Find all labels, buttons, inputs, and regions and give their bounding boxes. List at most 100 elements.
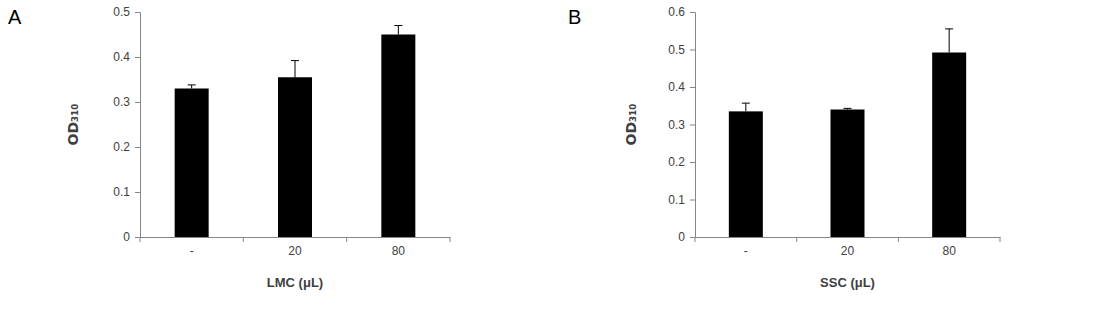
y-tick-mark (690, 162, 695, 163)
x-tick: 20 (841, 237, 855, 258)
bar (932, 53, 966, 238)
error-bar (291, 61, 299, 78)
y-tick: 0.5 (668, 43, 695, 57)
x-axis: - 20 80 (696, 237, 1001, 258)
y-tick-mark (690, 237, 695, 238)
y-tick-label: 0.1 (668, 193, 685, 207)
y-tick-mark (690, 50, 695, 51)
error-stem (949, 29, 950, 53)
chart-panel: B 0 0.1 0.2 0.3 0.4 0.5 0.6 - 20 80 SSC (μL) OD₃₁₀ (568, 5, 1001, 290)
y-axis-line (690, 13, 696, 238)
x-axis-title: LMC (μL) (267, 275, 323, 290)
x-tick-label: - (744, 244, 748, 258)
panel-label: A (8, 6, 22, 28)
plot-area (175, 26, 416, 238)
x-tick-label: 80 (942, 244, 956, 258)
error-cap (742, 103, 750, 104)
y-axis: 0 0.1 0.2 0.3 0.4 0.5 (113, 5, 140, 244)
y-tick-label: 0.5 (668, 43, 685, 57)
x-tick-label: 20 (288, 244, 302, 258)
error-bar (394, 26, 402, 35)
y-tick-label: 0.5 (113, 5, 130, 19)
y-tick-mark (135, 192, 140, 193)
bar (175, 89, 209, 238)
y-tick-label: 0.3 (668, 118, 685, 132)
x-tick-label: - (190, 244, 194, 258)
y-tick: 0.6 (668, 5, 695, 19)
x-tick: 80 (942, 237, 956, 258)
y-tick: 0.4 (668, 80, 695, 94)
error-cap (394, 25, 402, 26)
category-separator (796, 237, 797, 242)
category-separator (695, 237, 696, 242)
bar (729, 111, 763, 237)
y-tick-label: 0.4 (668, 80, 685, 94)
y-tick-label: 0.2 (668, 155, 685, 169)
y-tick-mark (690, 125, 695, 126)
error-stem (295, 61, 296, 78)
y-tick: 0.3 (113, 95, 140, 109)
y-tick-mark (135, 12, 140, 13)
y-tick: 0.4 (113, 50, 140, 64)
x-axis-line (141, 237, 451, 238)
y-tick: 0 (123, 230, 140, 244)
error-cap (291, 60, 299, 61)
y-tick-label: 0.6 (668, 5, 685, 19)
category-separator (243, 237, 244, 242)
y-tick-mark (135, 237, 140, 238)
y-tick-label: 0.4 (113, 50, 130, 64)
x-tick-label: 80 (392, 244, 406, 258)
error-bar (742, 103, 750, 111)
bar (381, 35, 415, 238)
category-separator (1000, 237, 1001, 242)
y-axis: 0 0.1 0.2 0.3 0.4 0.5 0.6 (668, 5, 695, 244)
y-axis-title: OD₃₁₀ (623, 104, 639, 146)
x-tick: - (744, 237, 748, 258)
x-axis-title: SSC (μL) (820, 275, 875, 290)
category-separator (450, 237, 451, 242)
error-cap (188, 84, 196, 85)
y-tick-label: 0.1 (113, 185, 130, 199)
y-tick: 0 (678, 230, 695, 244)
error-bar (844, 108, 852, 109)
error-bar (188, 85, 196, 89)
chart-panel: A 0 0.1 0.2 0.3 0.4 0.5 - 20 80 LMC (μL) OD₃₁₀ (8, 5, 451, 290)
y-tick: 0.1 (113, 185, 140, 199)
error-stem (191, 85, 192, 89)
x-tick: 80 (392, 237, 406, 258)
error-stem (398, 26, 399, 35)
error-stem (745, 103, 746, 111)
y-tick-mark (690, 200, 695, 201)
y-tick: 0.1 (668, 193, 695, 207)
category-separator (346, 237, 347, 242)
y-axis-title: OD₃₁₀ (65, 104, 81, 146)
x-axis-line (696, 237, 1001, 238)
y-tick-label: 0 (123, 230, 130, 244)
x-axis: - 20 80 (141, 237, 451, 258)
y-tick-label: 0 (678, 230, 685, 244)
figure: A 0 0.1 0.2 0.3 0.4 0.5 - 20 80 LMC (μL) OD₃₁₀ B 0 0.1… (0, 0, 1113, 313)
bar (278, 77, 312, 237)
y-tick-mark (135, 102, 140, 103)
y-tick: 0.5 (113, 5, 140, 19)
y-tick-mark (135, 147, 140, 148)
y-axis-line (135, 13, 141, 238)
category-separator (140, 237, 141, 242)
plot-area (729, 29, 966, 237)
y-tick: 0.2 (668, 155, 695, 169)
y-tick-mark (690, 87, 695, 88)
y-tick: 0.2 (113, 140, 140, 154)
category-separator (898, 237, 899, 242)
x-tick: 20 (288, 237, 302, 258)
y-tick-label: 0.3 (113, 95, 130, 109)
x-tick-label: 20 (841, 244, 855, 258)
bar (831, 110, 865, 238)
x-tick: - (190, 237, 194, 258)
error-bar (945, 29, 953, 53)
y-tick-label: 0.2 (113, 140, 130, 154)
y-tick-mark (135, 57, 140, 58)
error-cap (945, 28, 953, 29)
y-tick: 0.3 (668, 118, 695, 132)
y-tick-mark (690, 12, 695, 13)
panel-label: B (568, 6, 581, 28)
